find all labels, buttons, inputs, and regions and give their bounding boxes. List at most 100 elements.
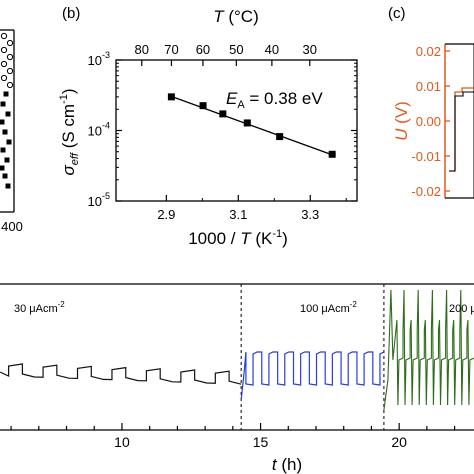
panel-b-data-point	[243, 119, 251, 127]
panel-c-ytick-label: -0.01	[411, 149, 441, 164]
panel-a-filled-marker	[6, 139, 12, 145]
ylabel-symbol: σ	[59, 165, 78, 176]
panel-b-data-point	[276, 133, 284, 141]
xlabel-exp: -1	[272, 228, 282, 240]
panel-c: (c) 0.02 0.01 0.00 -0.01 -0.02 U (V)	[388, 5, 474, 199]
xlabel-close: )	[282, 229, 288, 248]
panel-b-top-axis-title: T (°C)	[213, 7, 259, 26]
annotation-subscript: A	[237, 99, 245, 111]
panel-b-x-ticks: 2.9 3.1 3.3	[157, 195, 347, 222]
panel-b-ytick-label: 10-3	[88, 50, 110, 68]
panel-b-top-ticks: 80 70 60 50 40 30	[135, 42, 317, 66]
panel-b-frame	[115, 59, 358, 202]
panel-c-y-ticks: 0.02 0.01 0.00 -0.01 -0.02	[411, 44, 450, 199]
bottom-xtick-label: 20	[391, 434, 407, 450]
panel-c-ytick-label: 0.00	[416, 114, 441, 129]
bottom-xtick-label: 10	[114, 434, 130, 450]
panel-a-open-marker	[0, 46, 8, 54]
panel-b-xtick-label: 3.3	[301, 207, 319, 222]
panel-a-open-marker	[0, 32, 8, 40]
segment-label-30-exp: -2	[58, 300, 66, 309]
xlabel-main: 1000 /	[188, 229, 240, 248]
panel-a-open-marker	[6, 81, 14, 89]
panel-b-label: (b)	[62, 5, 80, 22]
ylabel-subscript: eff	[69, 152, 81, 165]
panel-a-open-marker	[6, 67, 14, 75]
panel-b-data-point	[328, 150, 336, 158]
panel-a-open-marker	[0, 60, 8, 68]
annotation-symbol: E	[226, 89, 238, 108]
trace-100uA	[240, 351, 385, 401]
panel-a-filled-marker	[0, 165, 5, 171]
panel-b-data-point	[219, 110, 227, 118]
bottom-traces	[0, 289, 474, 411]
top-axis-unit: (°C)	[224, 7, 259, 26]
segment-label-100-text: 100 μAcm	[300, 303, 350, 315]
segment-label-30-text: 30 μAcm	[14, 303, 58, 315]
panel-b-top-tick-label: 60	[196, 42, 210, 57]
ylabel-exp: -1	[58, 94, 70, 104]
panel-a-filled-marker	[0, 101, 6, 107]
bottom-dividers	[240, 284, 385, 430]
top-axis-var: T	[213, 7, 225, 26]
panel-b-xlabel: 1000 / T (K-1)	[188, 228, 288, 248]
panel-b-xtick-label: 3.1	[229, 207, 247, 222]
segment-label-100: 100 μAcm-2	[300, 300, 357, 315]
panel-c-trace-orange	[449, 87, 474, 172]
panel-a-filled-marker	[0, 147, 6, 153]
panel-c-ylabel-var: U	[392, 128, 411, 141]
ylabel-unit: (S cm	[59, 104, 78, 153]
panel-b-data-point	[167, 93, 175, 101]
segment-label-30: 30 μAcm-2	[14, 300, 65, 315]
panel-b-fit-line-path	[169, 95, 336, 157]
panel-b-top-tick-label: 70	[164, 42, 178, 57]
trace-200uA	[383, 289, 474, 411]
panel-b-y-ticks: 10-5 10-4 10-3	[88, 50, 357, 209]
panel-a-open-marker	[6, 39, 14, 47]
panel-b-xtick-label: 2.9	[157, 207, 175, 222]
ylabel-close: )	[59, 88, 78, 94]
panel-b-top-tick-label: 30	[303, 42, 317, 57]
panel-a-open-marker	[0, 74, 8, 82]
panel-b-top-tick-label: 80	[135, 42, 149, 57]
panel-c-ytick-label: 0.02	[416, 44, 441, 59]
xlabel-unit: (K	[251, 229, 273, 248]
panel-c-ylabel: U (V)	[392, 101, 411, 141]
panel-b-top-tick-label: 40	[265, 42, 279, 57]
panel-b-ytick-label: 10-5	[88, 191, 110, 209]
bottom-xlabel-var: t	[272, 455, 278, 474]
bottom-xlabel-unit: (h)	[277, 455, 303, 474]
panel-b-ylabel: σeff (S cm-1)	[58, 88, 81, 175]
segment-label-100-exp: -2	[350, 300, 358, 309]
panel-b-top-tick-label: 50	[229, 42, 243, 57]
panel-a-xtick-label: 400	[1, 219, 23, 234]
segment-label-200: 200 μ	[449, 303, 474, 315]
bottom-x-ticks: 10 15 20	[10, 423, 456, 450]
panel-a-filled-marker	[2, 173, 8, 179]
panel-b-fit-line	[169, 95, 336, 157]
trace-30uA	[0, 363, 242, 385]
panel-a-filled-marker	[5, 111, 11, 117]
panel-a-filled-marker	[3, 91, 9, 97]
panel-b-ytick-label: 10-4	[88, 121, 110, 139]
panel-c-ytick-label: 0.01	[416, 79, 441, 94]
panel-b-data-points	[167, 93, 336, 158]
panel-c-trace-black	[449, 91, 474, 172]
panel-a-filled-marker	[2, 129, 8, 135]
panel-c-ylabel-unit: (V)	[392, 101, 411, 128]
bottom-xtick-label: 15	[253, 434, 269, 450]
panel-a-filled-marker	[4, 157, 10, 163]
panel-a-filled-marker	[5, 183, 11, 189]
activation-energy-annotation: EA = 0.38 eV	[226, 89, 323, 111]
panel-a-open-marker	[6, 53, 14, 61]
bottom-xlabel: t (h)	[272, 455, 302, 474]
panel-a-markers	[0, 32, 14, 189]
panel-c-ytick-label: -0.02	[411, 184, 441, 199]
panel-b-data-point	[199, 102, 207, 110]
panel-b: (b) 10-510-410-3 2.9 3.1 3.3 80 70 60 50 40 30 …	[58, 5, 358, 248]
annotation-value: = 0.38 eV	[245, 89, 324, 108]
panel-a: 400	[0, 29, 23, 234]
panel-bottom: 10 15 20 30 μAcm-2 100 μAcm-2 200 μ t (h)	[0, 283, 474, 474]
panel-c-label: (c)	[388, 5, 406, 22]
